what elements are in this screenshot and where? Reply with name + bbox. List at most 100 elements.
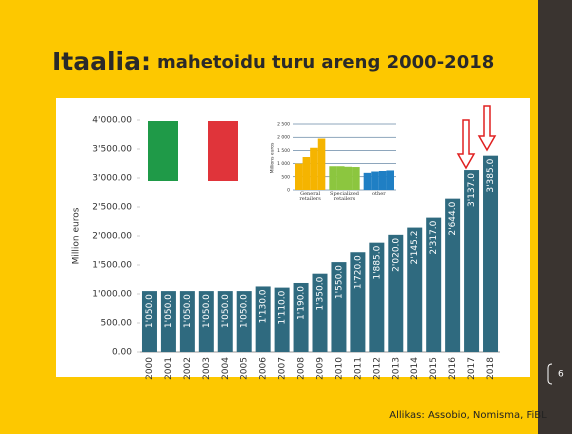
x-tick-label: 2002 <box>183 357 193 380</box>
x-tick-label: 2008 <box>297 357 307 380</box>
bar <box>331 262 347 352</box>
value-label: 1'050.0 <box>145 294 155 328</box>
bar <box>160 291 176 352</box>
italian-flag <box>148 121 238 181</box>
value-label: 1'050.0 <box>202 294 212 328</box>
inset-category-label: Specialized retailers <box>330 191 359 202</box>
value-label: 2'145.2 <box>410 231 420 265</box>
page-bracket <box>547 363 553 385</box>
y-tick-label: 2 500 <box>277 122 290 128</box>
red-arrows <box>456 105 497 170</box>
title-main: Itaalia: <box>52 47 151 76</box>
bar <box>255 286 271 352</box>
page-number: 6 <box>558 370 564 380</box>
inset-bar <box>344 166 353 190</box>
bar <box>350 252 366 352</box>
y-tick-label: 4'000.00 <box>92 116 132 126</box>
bar <box>369 242 385 352</box>
bar <box>141 291 157 352</box>
y-tick-label: 2'500.00 <box>92 203 132 213</box>
x-tick-label: 2009 <box>316 357 326 380</box>
y-tick-label: 500.00 <box>101 319 133 329</box>
bar <box>483 155 499 352</box>
inset-bar <box>352 167 360 190</box>
bar <box>236 291 252 352</box>
bar <box>198 291 214 352</box>
value-label: 1'350.0 <box>316 276 326 310</box>
bar <box>179 291 195 352</box>
x-tick-label: 2007 <box>278 357 288 380</box>
bar <box>312 273 328 352</box>
bar <box>388 234 404 352</box>
x-tick-label: 2015 <box>429 357 439 380</box>
value-label: 2'644.0 <box>448 201 458 235</box>
source-note: Allikas: Assobio, Nomisma, FiBL <box>389 410 547 421</box>
inset-bar <box>336 166 345 190</box>
inset-bar <box>378 170 387 190</box>
inset-bar <box>295 163 303 190</box>
x-tick-label: 2016 <box>448 357 458 380</box>
value-label: 2'020.0 <box>391 238 401 272</box>
bar <box>407 227 423 352</box>
y-tick-label: 1 500 <box>277 148 290 154</box>
y-tick-label: 1'000.00 <box>92 290 132 300</box>
y-tick-label: 2'000.00 <box>92 232 132 242</box>
bar <box>293 282 309 352</box>
inset-bar <box>317 138 326 190</box>
value-label: 1'050.0 <box>221 294 231 328</box>
inset-bar <box>386 170 394 190</box>
bar <box>426 217 442 352</box>
x-tick-label: 2017 <box>467 357 477 380</box>
x-tick-label: 2011 <box>353 357 363 380</box>
x-tick-label: 2003 <box>202 357 212 380</box>
inset-bar <box>310 147 318 190</box>
inset-category-label: other <box>372 191 386 197</box>
inset-bar <box>371 171 379 190</box>
value-label: 1'550.0 <box>334 265 344 299</box>
x-tick-label: 2014 <box>410 357 420 380</box>
x-tick-label: 2018 <box>486 357 496 380</box>
side-strip <box>538 0 572 434</box>
inset-bar <box>363 172 372 190</box>
value-label: 1'190.0 <box>297 286 307 320</box>
value-label: 1'050.0 <box>240 294 250 328</box>
x-tick-label: 2005 <box>240 357 250 380</box>
y-tick-label: 3'500.00 <box>92 145 132 155</box>
y-tick-label: 1'500.00 <box>92 261 132 271</box>
x-tick-label: 2012 <box>372 357 382 380</box>
title-rest: mahetoidu turu areng 2000-2018 <box>157 52 494 73</box>
y-tick-label: 0 <box>287 188 290 194</box>
bar <box>445 198 461 352</box>
bar <box>464 170 480 352</box>
value-label: 1'885.0 <box>372 245 382 279</box>
bar <box>274 287 290 352</box>
inset-bar <box>329 166 337 190</box>
value-label: 3'385.0 <box>486 158 496 192</box>
y-axis-label: Million euros <box>72 207 82 264</box>
value-label: 3'137.0 <box>467 173 477 207</box>
x-tick-label: 2004 <box>221 357 231 380</box>
x-tick-label: 2013 <box>391 357 401 380</box>
y-tick-label: 3'000.00 <box>92 174 132 184</box>
y-tick-label: 0.00 <box>112 348 132 358</box>
x-tick-label: 2006 <box>259 357 269 380</box>
slide-title: Itaalia: mahetoidu turu areng 2000-2018 <box>52 47 494 76</box>
bar <box>217 291 233 352</box>
value-label: 1'050.0 <box>164 294 174 328</box>
value-label: 1'050.0 <box>183 294 193 328</box>
value-label: 2'317.0 <box>429 220 439 254</box>
value-label: 1'110.0 <box>278 290 288 324</box>
inset-category-label: General retailers <box>299 191 321 202</box>
value-label: 1'720.0 <box>353 255 363 289</box>
value-label: 1'130.0 <box>259 289 269 323</box>
y-tick-label: 500 <box>281 174 290 180</box>
x-tick-label: 2010 <box>334 357 344 380</box>
y-tick-label: 2 000 <box>277 135 290 141</box>
inset-y-axis-label: Millions euros <box>270 142 276 173</box>
y-tick-label: 1 000 <box>277 161 290 167</box>
x-tick-label: 2000 <box>145 357 155 380</box>
inset-bar <box>302 157 311 190</box>
x-tick-label: 2001 <box>164 357 174 380</box>
